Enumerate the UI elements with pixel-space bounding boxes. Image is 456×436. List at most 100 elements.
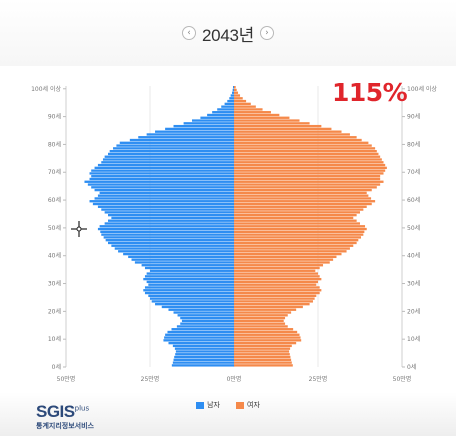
bar-female — [234, 347, 291, 350]
bar-male — [108, 152, 234, 156]
bar-female — [234, 147, 376, 150]
legend-item-male[interactable]: 남자 — [196, 398, 220, 412]
bar-female — [234, 230, 365, 234]
bar-female — [234, 158, 382, 161]
bar-male — [144, 291, 234, 295]
bar-female — [234, 227, 367, 231]
bar-female — [234, 91, 239, 94]
bar-male — [148, 283, 234, 286]
bar-female — [234, 330, 298, 334]
bar-female — [234, 255, 337, 259]
bar-male — [119, 141, 234, 144]
bar-male — [168, 341, 234, 345]
age-tick-label-left: 50세 — [48, 224, 61, 232]
age-tick-label-right: 40세 — [407, 252, 420, 260]
year-label: 2043년 — [202, 25, 254, 45]
logo-plus: plus — [74, 404, 90, 413]
bar-female — [234, 286, 320, 289]
bar-female — [234, 188, 372, 192]
bar-male — [177, 314, 234, 317]
bar-female — [234, 97, 243, 100]
bar-male — [176, 325, 234, 328]
legend-item-female[interactable]: 여자 — [236, 398, 260, 412]
bar-female — [234, 163, 386, 167]
age-tick-label-left: 10세 — [48, 335, 61, 343]
bar-male — [151, 300, 234, 303]
bar-male — [92, 202, 234, 206]
bar-male — [113, 147, 234, 150]
bar-male — [89, 200, 235, 203]
bar-male — [97, 205, 234, 208]
bar-male — [143, 289, 234, 292]
bar-female — [234, 133, 350, 136]
age-tick-label-left: 100세 이상 — [31, 85, 61, 93]
bar-male — [84, 180, 234, 183]
bar-male — [104, 211, 234, 214]
age-tick-label-right: 90세 — [407, 113, 420, 121]
bar-female — [234, 191, 367, 195]
bar-male — [97, 194, 234, 197]
bar-male — [111, 216, 234, 220]
bar-male — [99, 225, 234, 228]
bar-female — [234, 364, 293, 367]
chevron-right-icon[interactable]: › — [259, 26, 274, 40]
legend-swatch-male — [196, 401, 205, 409]
bar-female — [234, 155, 381, 158]
bar-male — [94, 197, 234, 200]
bar-female — [234, 124, 322, 128]
bar-male — [143, 277, 234, 281]
bar-male — [167, 330, 234, 334]
bar-male — [173, 358, 234, 361]
age-tick-label-right: 20세 — [407, 307, 420, 315]
bar-female — [234, 222, 360, 225]
bar-male — [131, 258, 234, 261]
bar-male — [175, 350, 234, 353]
bar-female — [234, 333, 300, 336]
bar-female — [234, 113, 280, 117]
bar-male — [232, 88, 234, 92]
bar-male — [231, 91, 234, 94]
bar-female — [234, 194, 369, 197]
bar-female — [234, 328, 294, 331]
bar-female — [234, 180, 384, 183]
bar-female — [234, 289, 322, 292]
bar-female — [234, 344, 292, 348]
bar-male — [192, 119, 234, 122]
bar-male — [101, 233, 234, 236]
bar-female — [234, 303, 310, 306]
bar-male — [172, 344, 234, 348]
bar-male — [146, 280, 234, 284]
bar-male — [101, 208, 234, 211]
bar-female — [234, 205, 367, 208]
bar-male — [89, 172, 235, 175]
bar-female — [234, 141, 369, 144]
bar-male — [168, 308, 234, 311]
bar-male — [165, 333, 234, 336]
bar-female — [234, 183, 381, 186]
population-pyramid-chart: 0세 0세 10세 10세 20세 20세 30세 30세 40세 40세 50세 50세 60세 60세… — [31, 85, 437, 383]
bar-male — [230, 94, 234, 97]
bar-male — [150, 269, 234, 272]
age-tick-label-right: 100세 이상 — [407, 85, 437, 93]
bar-male — [181, 319, 234, 323]
bar-male — [104, 155, 234, 158]
bar-female — [234, 308, 297, 311]
bar-female — [234, 119, 300, 122]
bar-female — [234, 225, 366, 228]
bar-male — [221, 105, 234, 108]
bar-male — [172, 361, 234, 364]
chevron-left-icon[interactable]: ‹ — [182, 26, 197, 40]
bar-female — [234, 144, 372, 147]
bar-male — [150, 297, 234, 300]
bar-female — [234, 169, 386, 172]
bar-female — [234, 102, 251, 106]
bar-female — [234, 297, 315, 300]
bar-male — [87, 183, 234, 186]
x-tick-label: 0만명 — [227, 375, 242, 383]
bar-male — [148, 294, 234, 297]
bar-male — [101, 161, 234, 164]
bar-female — [234, 239, 359, 242]
bar-female — [234, 264, 324, 267]
bar-male — [138, 136, 234, 139]
age-tick-label-right: 60세 — [407, 196, 420, 204]
